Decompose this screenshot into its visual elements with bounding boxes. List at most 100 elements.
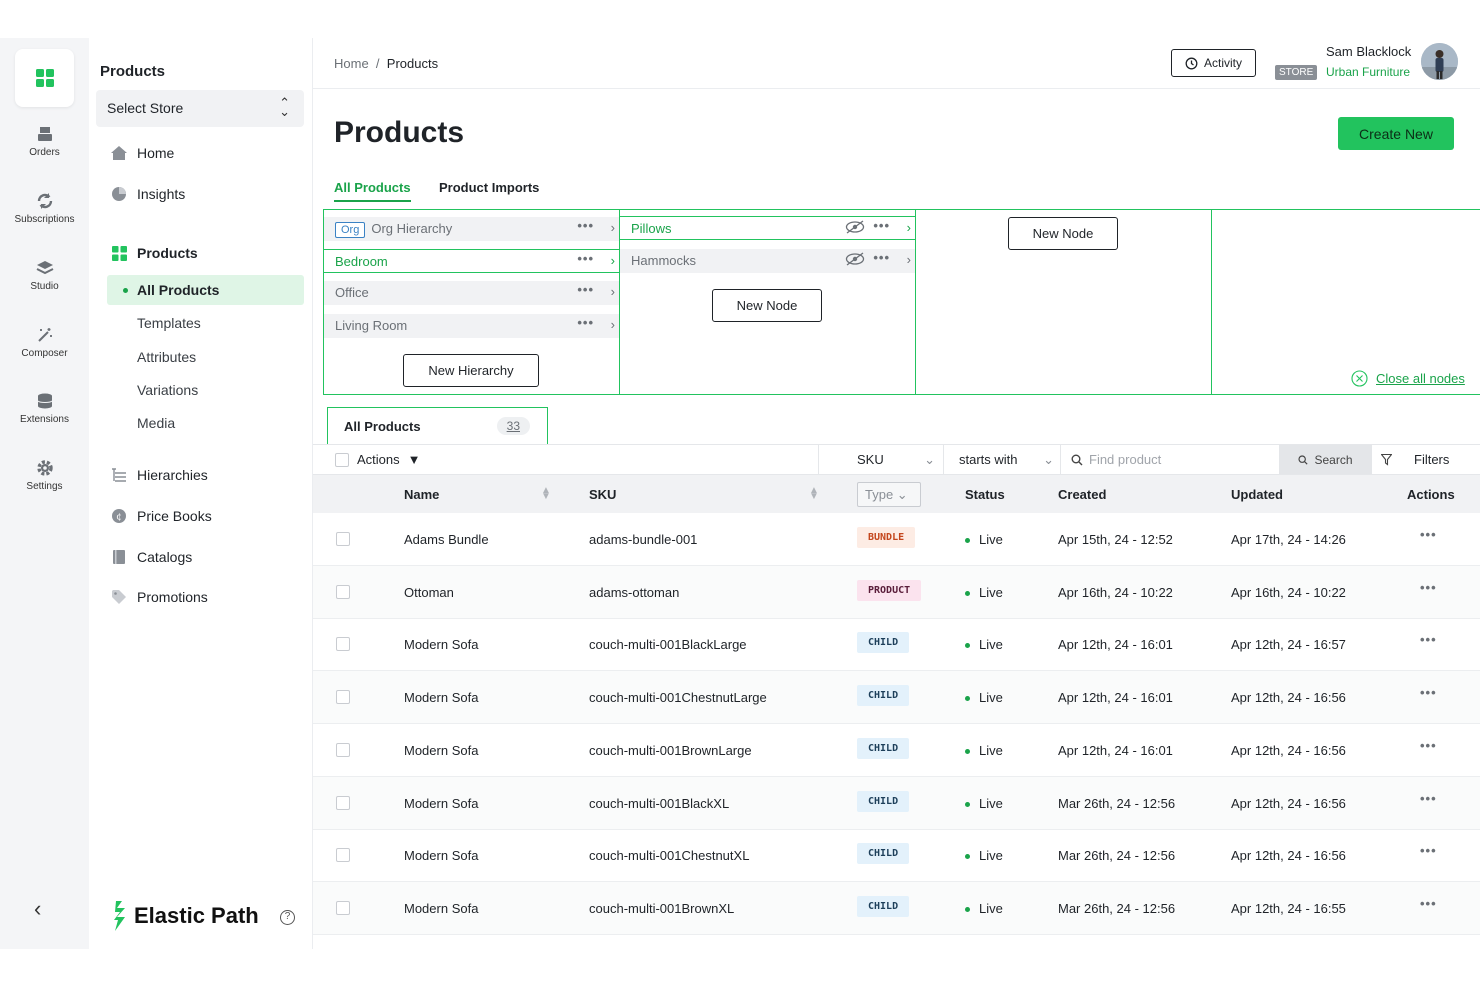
- table-row[interactable]: Adams Bundle adams-bundle-001 BUNDLE Live Ap…: [313, 513, 1480, 566]
- rail-composer[interactable]: Composer: [0, 326, 89, 359]
- nav-home[interactable]: Home: [109, 143, 174, 163]
- more-icon[interactable]: •••: [577, 315, 594, 330]
- eye-off-icon[interactable]: [845, 220, 865, 237]
- row-checkbox[interactable]: [336, 795, 350, 810]
- hierarchy-row[interactable]: Org Org Hierarchy ••• ›: [324, 217, 619, 241]
- nav-price-books[interactable]: ¢ Price Books: [109, 506, 212, 526]
- nav-products[interactable]: Products: [109, 243, 198, 263]
- table-row[interactable]: Modern Sofa couch-multi-001BrownXL CHILD Li…: [313, 881, 1480, 935]
- hierarchy-row[interactable]: Hammocks ••• ›: [620, 249, 915, 273]
- row-more-icon[interactable]: •••: [1420, 790, 1437, 806]
- search-input[interactable]: Find product: [1060, 445, 1279, 474]
- help-icon[interactable]: ?: [280, 910, 295, 925]
- cell-name[interactable]: Adams Bundle: [404, 532, 489, 547]
- table-row[interactable]: Modern Sofa couch-multi-001ChestnutXL CHIL…: [313, 829, 1480, 883]
- breadcrumb-home[interactable]: Home: [334, 56, 369, 71]
- row-more-icon[interactable]: •••: [1420, 895, 1437, 911]
- chevron-right-icon[interactable]: ›: [906, 252, 911, 267]
- chevron-right-icon[interactable]: ›: [610, 253, 615, 268]
- table-row[interactable]: Modern Sofa couch-multi-001BrownLarge CHIL…: [313, 724, 1480, 777]
- nav-all-products[interactable]: All Products: [107, 275, 304, 305]
- row-checkbox[interactable]: [336, 742, 350, 757]
- filters-button[interactable]: Filters: [1381, 445, 1449, 474]
- nav-catalogs[interactable]: Catalogs: [109, 547, 192, 567]
- row-more-icon[interactable]: •••: [1420, 632, 1437, 648]
- store-select[interactable]: Select Store ⌃ ⌄: [96, 90, 304, 127]
- more-icon[interactable]: •••: [873, 218, 890, 233]
- store-name[interactable]: Urban Furniture: [1326, 65, 1411, 79]
- hierarchy-row[interactable]: Bedroom ••• ›: [324, 249, 619, 273]
- row-more-icon[interactable]: •••: [1420, 579, 1437, 595]
- row-more-icon[interactable]: •••: [1420, 685, 1437, 701]
- new-node-button[interactable]: New Node: [1008, 217, 1118, 250]
- rail-subscriptions[interactable]: Subscriptions: [0, 192, 89, 225]
- col-sku-header[interactable]: SKU: [589, 487, 617, 502]
- nav-promotions[interactable]: Promotions: [109, 587, 208, 607]
- row-checkbox[interactable]: [336, 584, 350, 599]
- hierarchy-row[interactable]: Living Room ••• ›: [324, 314, 619, 338]
- chevron-right-icon[interactable]: ›: [610, 317, 615, 332]
- row-checkbox[interactable]: [336, 690, 350, 705]
- sort-icon[interactable]: ▲ ▼: [541, 485, 551, 502]
- row-more-icon[interactable]: •••: [1420, 737, 1437, 753]
- filter-field-select[interactable]: SKU ⌄: [818, 445, 943, 474]
- table-row[interactable]: Modern Sofa couch-multi-001ChestnutLarge C…: [313, 671, 1480, 725]
- cell-name[interactable]: Modern Sofa: [404, 848, 479, 864]
- chevron-right-icon[interactable]: ›: [610, 284, 615, 299]
- row-checkbox[interactable]: [336, 848, 350, 863]
- chevron-right-icon[interactable]: ›: [610, 220, 615, 235]
- nav-hierarchies[interactable]: Hierarchies: [109, 465, 208, 485]
- rail-settings[interactable]: Settings: [0, 459, 89, 492]
- table-row[interactable]: Modern Sofa couch-multi-001BlackLarge CHIL…: [313, 618, 1480, 672]
- select-all-checkbox[interactable]: [335, 452, 349, 467]
- type-filter-select[interactable]: Type ⌄: [857, 482, 921, 507]
- cell-name[interactable]: Modern Sofa: [404, 900, 479, 916]
- hierarchy-row[interactable]: Pillows ••• ›: [620, 216, 915, 240]
- status-dot: [965, 801, 970, 807]
- row-checkbox[interactable]: [336, 532, 350, 546]
- eye-off-icon[interactable]: [845, 252, 865, 269]
- all-products-tab[interactable]: All Products 33: [327, 407, 548, 445]
- tab-product-imports[interactable]: Product Imports: [439, 180, 540, 195]
- nav-insights[interactable]: Insights: [109, 184, 185, 204]
- search-button[interactable]: Search: [1279, 445, 1372, 474]
- more-icon[interactable]: •••: [873, 250, 890, 265]
- more-icon[interactable]: •••: [577, 282, 594, 297]
- new-hierarchy-button[interactable]: New Hierarchy: [403, 354, 539, 387]
- hierarchy-row[interactable]: Office ••• ›: [324, 281, 619, 305]
- row-more-icon[interactable]: •••: [1420, 843, 1437, 859]
- bulk-actions[interactable]: Actions ▼: [335, 445, 421, 474]
- rail-extensions[interactable]: Extensions: [0, 392, 89, 425]
- cell-status: Live: [965, 637, 1003, 652]
- more-icon[interactable]: •••: [577, 251, 594, 266]
- filter-operator-select[interactable]: starts with ⌄: [943, 445, 1060, 474]
- activity-button[interactable]: Activity: [1171, 49, 1256, 77]
- tab-all-products[interactable]: All Products: [334, 180, 411, 202]
- sort-icon[interactable]: ▲ ▼: [809, 485, 819, 502]
- avatar[interactable]: [1421, 43, 1458, 80]
- nav-templates[interactable]: Templates: [137, 315, 201, 331]
- rail-orders[interactable]: Orders: [0, 125, 89, 158]
- col-name-header[interactable]: Name: [404, 487, 440, 502]
- collapse-sidebar-button[interactable]: ‹: [34, 896, 41, 922]
- nav-attributes[interactable]: Attributes: [137, 349, 197, 365]
- nav-media[interactable]: Media: [137, 415, 176, 431]
- cell-name[interactable]: Modern Sofa: [404, 690, 479, 706]
- more-icon[interactable]: •••: [577, 218, 594, 233]
- cell-name[interactable]: Modern Sofa: [404, 742, 479, 758]
- close-all-nodes-link[interactable]: Close all nodes: [1351, 370, 1465, 387]
- row-checkbox[interactable]: [336, 900, 350, 915]
- new-node-button[interactable]: New Node: [712, 289, 822, 322]
- row-checkbox[interactable]: [336, 637, 350, 652]
- cell-name[interactable]: Ottoman: [404, 584, 454, 600]
- table-row[interactable]: Modern Sofa couch-multi-001BlackXL CHILD Li…: [313, 776, 1480, 830]
- cell-name[interactable]: Modern Sofa: [404, 637, 479, 653]
- chevron-right-icon[interactable]: ›: [906, 220, 911, 235]
- app-switcher-button[interactable]: [15, 49, 74, 107]
- nav-variations[interactable]: Variations: [137, 382, 199, 398]
- row-more-icon[interactable]: •••: [1420, 527, 1437, 542]
- rail-studio[interactable]: Studio: [0, 259, 89, 292]
- table-row[interactable]: Ottoman adams-ottoman PRODUCT Live Apr 16th,…: [313, 565, 1480, 619]
- create-new-button[interactable]: Create New: [1338, 117, 1454, 150]
- cell-name[interactable]: Modern Sofa: [404, 795, 479, 811]
